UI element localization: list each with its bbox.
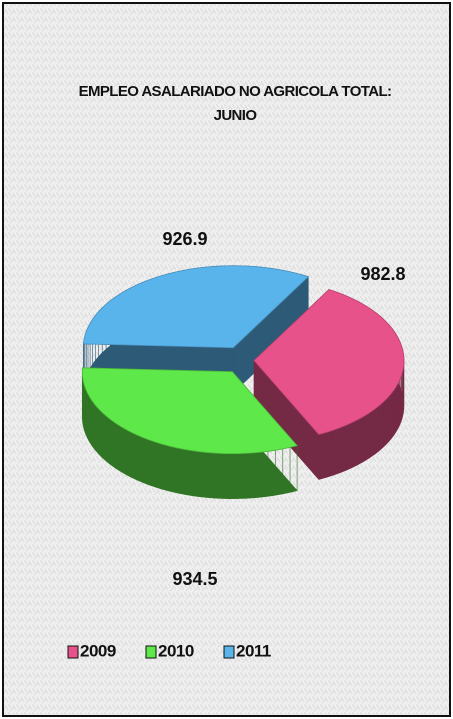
data-label: 926.9 [162, 229, 207, 249]
slice [253, 289, 405, 435]
legend-swatch [67, 645, 79, 659]
slice [81, 367, 298, 455]
legend-label: 2011 [236, 641, 271, 660]
slice [82, 265, 310, 349]
legend-label: 2010 [158, 641, 194, 660]
data-label: 982.8 [360, 264, 405, 284]
legend-label: 2009 [80, 641, 116, 660]
data-label: 934.5 [172, 569, 217, 589]
chart-title: EMPLEO ASALARIADO NO AGRICOLA TOTAL: JUN… [78, 83, 392, 124]
legend-swatch [223, 645, 235, 659]
legend-swatch [145, 645, 157, 659]
